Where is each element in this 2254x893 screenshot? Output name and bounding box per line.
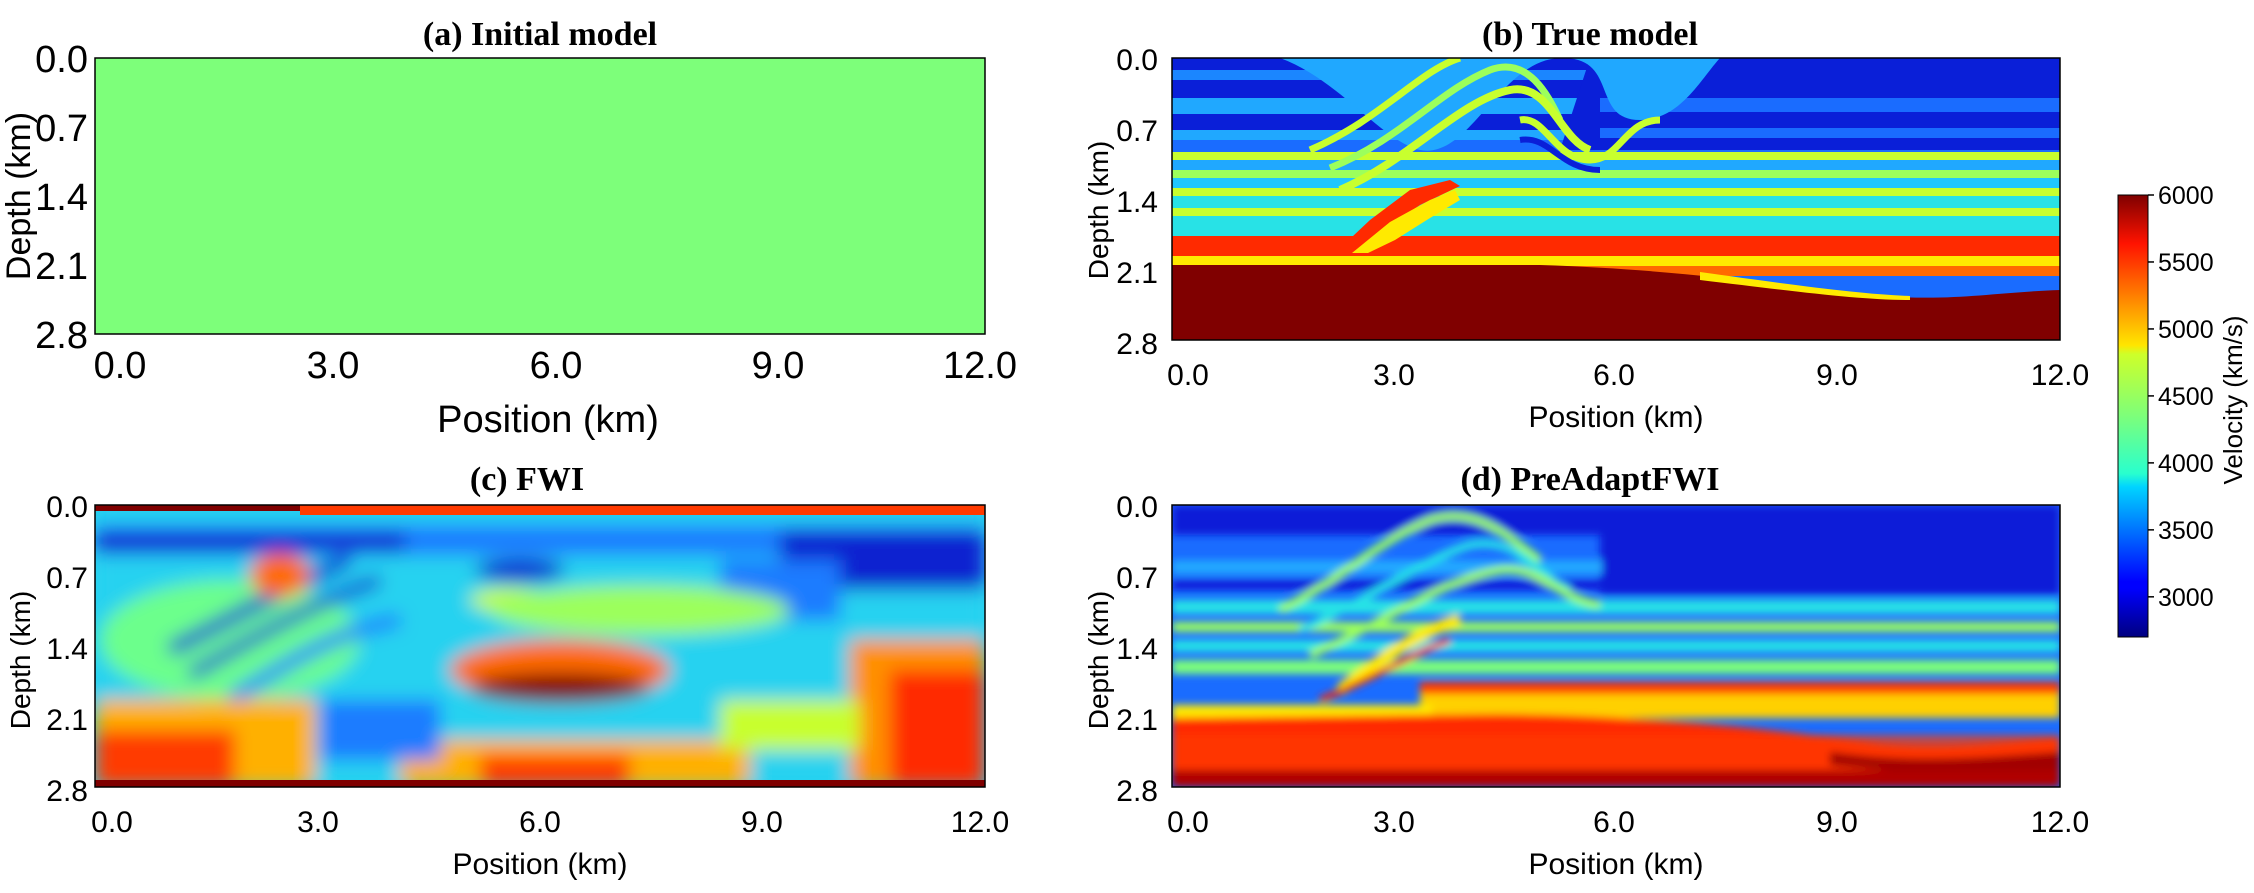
panel-a-yticks: 0.0 0.7 1.4 2.1 2.8 <box>35 39 88 357</box>
panel-b-xtick: 9.0 <box>1816 359 1858 392</box>
panel-b-title: (b) True model <box>1482 16 1698 53</box>
panel-c-frame <box>94 504 986 788</box>
panel-c: (c) FWI <box>5 461 1009 881</box>
panel-a-ytick: 0.7 <box>35 108 88 150</box>
panel-a-xtick: 6.0 <box>530 345 583 387</box>
panel-b-heatmap <box>1172 58 2060 340</box>
panel-d-title: (d) PreAdaptFWI <box>1460 461 1719 498</box>
panel-c-ytick: 0.7 <box>46 562 88 595</box>
panel-c-ytick: 0.0 <box>46 491 88 524</box>
panel-b-xlabel: Position (km) <box>1528 401 1703 434</box>
panel-c-ytick: 1.4 <box>46 633 88 666</box>
panel-b-ylabel: Depth (km) <box>1083 141 1114 279</box>
panel-d-xtick: 12.0 <box>2031 806 2089 839</box>
colorbar-gradient <box>2117 194 2149 638</box>
panel-c-xticks: 0.0 3.0 6.0 9.0 12.0 <box>91 806 1009 839</box>
panel-d-heatmap <box>1172 505 2060 787</box>
panel-d-yticks: 0.0 0.7 1.4 2.1 2.8 <box>1116 491 1158 808</box>
panel-a-xtick: 3.0 <box>307 345 360 387</box>
panel-d: (d) PreAdaptFWI <box>1083 461 2089 881</box>
panel-d-xtick: 3.0 <box>1373 806 1415 839</box>
panel-b-xticks: 0.0 3.0 6.0 9.0 12.0 <box>1167 359 2089 392</box>
panel-b-xtick: 3.0 <box>1373 359 1415 392</box>
panel-c-xtick: 3.0 <box>297 806 339 839</box>
colorbar-tick-label: 5500 <box>2158 249 2214 277</box>
panel-d-ytick: 1.4 <box>1116 633 1158 666</box>
panel-b-yticks: 0.0 0.7 1.4 2.1 2.8 <box>1116 44 1158 361</box>
panel-a-ylabel: Depth (km) <box>0 112 38 280</box>
panel-c-heatmap <box>95 505 985 787</box>
panel-a-xtick: 9.0 <box>752 345 805 387</box>
panel-b: (b) True model <box>1083 16 2089 434</box>
panel-a-title: (a) Initial model <box>423 16 657 53</box>
panel-c-ylabel: Depth (km) <box>5 591 36 729</box>
panel-a-xlabel: Position (km) <box>437 399 659 441</box>
panel-b-xtick: 12.0 <box>2031 359 2089 392</box>
panel-c-ytick: 2.8 <box>46 775 88 808</box>
panel-b-ytick: 2.1 <box>1116 257 1158 290</box>
colorbar-ticks: 6000 5500 5000 4500 4000 3500 3000 <box>2148 182 2214 612</box>
colorbar-tick-label: 4500 <box>2158 383 2214 411</box>
panel-d-xticks: 0.0 3.0 6.0 9.0 12.0 <box>1167 806 2089 839</box>
panel-d-ytick: 2.1 <box>1116 704 1158 737</box>
panel-d-xtick: 6.0 <box>1593 806 1635 839</box>
panel-a-ytick: 0.0 <box>35 39 88 81</box>
panel-d-frame <box>1171 504 2061 788</box>
panel-a-xtick: 12.0 <box>943 345 1017 387</box>
panel-d-ytick: 2.8 <box>1116 775 1158 808</box>
panel-d-xtick: 0.0 <box>1167 806 1209 839</box>
colorbar-tick-label: 5000 <box>2158 316 2214 344</box>
panel-a-xticks: 0.0 3.0 6.0 9.0 12.0 <box>94 345 1017 387</box>
panel-b-ytick: 0.0 <box>1116 44 1158 77</box>
colorbar-tick-label: 4000 <box>2158 450 2214 478</box>
panel-d-ylabel: Depth (km) <box>1083 591 1114 729</box>
panel-b-ytick: 1.4 <box>1116 186 1158 219</box>
panel-a: (a) Initial model 0.0 0.7 1.4 2.1 2.8 0.… <box>0 16 1017 441</box>
panel-c-xtick: 9.0 <box>741 806 783 839</box>
panel-a-ytick: 1.4 <box>35 177 88 219</box>
panel-d-ytick: 0.0 <box>1116 491 1158 524</box>
panel-c-ytick: 2.1 <box>46 704 88 737</box>
panel-c-xtick: 0.0 <box>91 806 133 839</box>
panel-c-title: (c) FWI <box>470 461 584 498</box>
panel-c-yticks: 0.0 0.7 1.4 2.1 2.8 <box>46 491 88 808</box>
panel-b-ytick: 0.7 <box>1116 115 1158 148</box>
colorbar-tick-label: 3500 <box>2158 517 2214 545</box>
panel-c-xtick: 12.0 <box>951 806 1009 839</box>
panel-d-ytick: 0.7 <box>1116 562 1158 595</box>
panel-b-xtick: 0.0 <box>1167 359 1209 392</box>
panel-b-xtick: 6.0 <box>1593 359 1635 392</box>
colorbar-tick-label: 6000 <box>2158 182 2214 210</box>
panel-b-ytick: 2.8 <box>1116 328 1158 361</box>
colorbar-label: Velocity (km/s) <box>2218 315 2248 484</box>
panel-d-xlabel: Position (km) <box>1528 848 1703 881</box>
panel-a-xtick: 0.0 <box>94 345 147 387</box>
panel-d-xtick: 9.0 <box>1816 806 1858 839</box>
colorbar-tick-label: 3000 <box>2158 584 2214 612</box>
panel-a-ytick: 2.8 <box>35 315 88 357</box>
colorbar: 6000 5500 5000 4500 4000 3500 3000 Velocity (k… <box>2117 182 2248 638</box>
panel-b-frame <box>1171 57 2061 341</box>
panel-a-heatmap <box>94 57 986 335</box>
panel-c-xlabel: Position (km) <box>452 848 627 881</box>
panel-a-ytick: 2.1 <box>35 246 88 288</box>
panel-c-xtick: 6.0 <box>519 806 561 839</box>
